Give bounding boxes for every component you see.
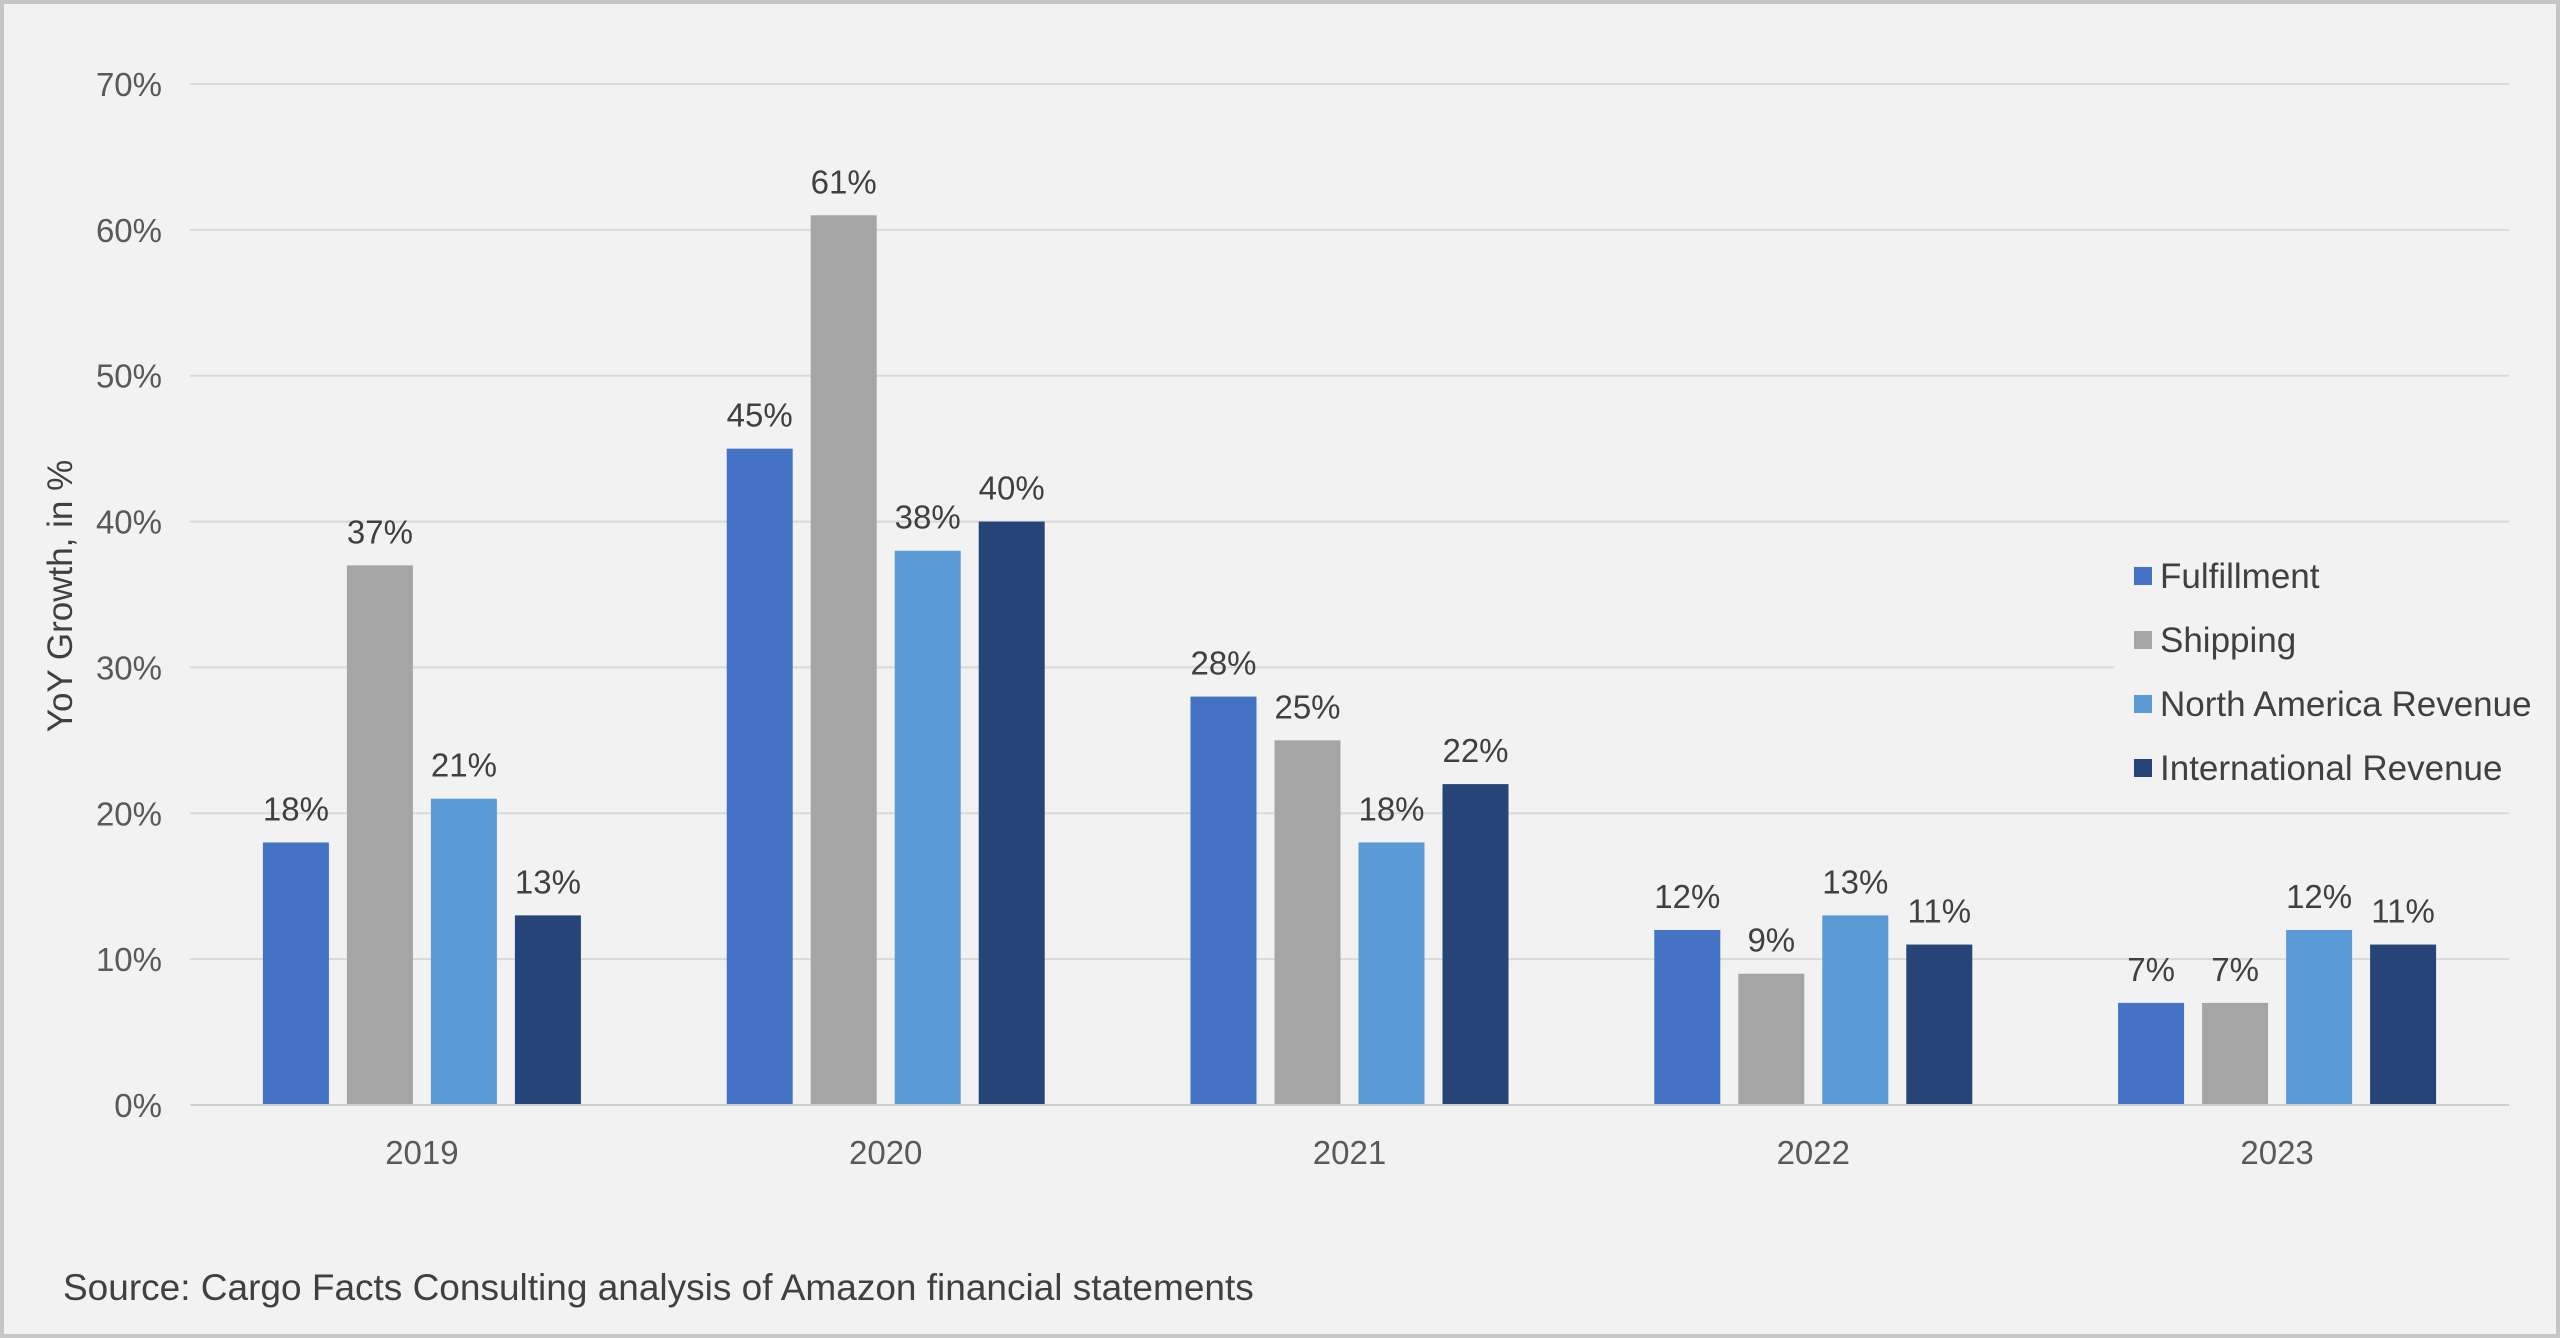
bar xyxy=(1906,944,1973,1105)
data-label: 28% xyxy=(1190,645,1256,682)
bar xyxy=(262,842,329,1105)
legend-swatch xyxy=(2134,695,2152,713)
y-tick-label: 60% xyxy=(96,212,162,249)
bar xyxy=(514,915,581,1105)
x-tick-label: 2023 xyxy=(2240,1134,2313,1171)
bar xyxy=(2370,944,2437,1105)
y-tick-label: 0% xyxy=(114,1087,162,1124)
data-label: 11% xyxy=(2371,893,2435,930)
data-label: 18% xyxy=(1358,790,1424,827)
legend-label: International Revenue xyxy=(2160,749,2502,788)
legend-label: North America Revenue xyxy=(2160,685,2532,724)
x-tick-label: 2019 xyxy=(385,1134,458,1171)
data-label: 21% xyxy=(431,747,497,784)
bar xyxy=(2286,929,2353,1105)
x-axis-ticks: 2019 2020 2021 2022 2023 xyxy=(385,1134,2314,1171)
bar xyxy=(1190,696,1257,1105)
legend: Fulfillment Shipping North America Revenue… xyxy=(2114,542,2532,800)
data-labels: 18% 37% 21% 13% 45% 61% 38% 40% 28% 25% 18% 22% 12% 9… xyxy=(263,163,2435,988)
bar xyxy=(1274,740,1341,1105)
data-label: 38% xyxy=(895,499,961,536)
data-label: 61% xyxy=(811,163,877,200)
data-label: 22% xyxy=(1442,732,1508,769)
y-axis-ticks: 0% 10% 20% 30% 40% 50% 60% 70% xyxy=(96,66,162,1124)
data-label: 11% xyxy=(1907,893,1971,930)
data-label: 18% xyxy=(263,790,329,827)
bars xyxy=(262,215,2437,1106)
bar xyxy=(1358,842,1425,1105)
data-label: 37% xyxy=(347,513,413,550)
data-label: 9% xyxy=(1747,922,1795,959)
bar xyxy=(346,565,413,1105)
bar xyxy=(2202,1002,2269,1105)
x-tick-label: 2022 xyxy=(1777,1134,1850,1171)
bar xyxy=(1442,784,1509,1105)
legend-swatch xyxy=(2134,567,2152,585)
data-label: 12% xyxy=(1654,878,1720,915)
legend-label: Shipping xyxy=(2160,621,2296,660)
y-tick-label: 40% xyxy=(96,504,162,541)
legend-swatch xyxy=(2134,631,2152,649)
bar xyxy=(1738,973,1805,1105)
x-tick-label: 2021 xyxy=(1313,1134,1386,1171)
bar-chart: 0% 10% 20% 30% 40% 50% 60% 70% YoY Growth, in %… xyxy=(41,66,2532,1171)
data-label: 12% xyxy=(2286,878,2352,915)
data-label: 13% xyxy=(1822,863,1888,900)
x-tick-label: 2020 xyxy=(849,1134,922,1171)
legend-label: Fulfillment xyxy=(2160,557,2320,596)
y-tick-label: 20% xyxy=(96,795,162,832)
bar xyxy=(894,550,961,1105)
bar xyxy=(1654,929,1721,1105)
data-label: 25% xyxy=(1274,688,1340,725)
legend-background xyxy=(2114,542,2514,800)
y-tick-label: 70% xyxy=(96,66,162,103)
bar xyxy=(430,798,497,1105)
data-label: 7% xyxy=(2211,951,2259,988)
y-tick-label: 50% xyxy=(96,358,162,395)
source-note: Source: Cargo Facts Consulting analysis … xyxy=(63,1267,1254,1308)
y-tick-label: 10% xyxy=(96,941,162,978)
gridlines xyxy=(190,83,2509,961)
data-label: 45% xyxy=(727,397,793,434)
bar xyxy=(2118,1002,2185,1105)
y-axis-title: YoY Growth, in % xyxy=(41,460,80,732)
bar xyxy=(810,215,877,1105)
bar xyxy=(978,521,1045,1105)
bar xyxy=(1822,915,1889,1105)
data-label: 40% xyxy=(979,470,1045,507)
y-tick-label: 30% xyxy=(96,649,162,686)
legend-swatch xyxy=(2134,759,2152,777)
data-label: 7% xyxy=(2127,951,2175,988)
data-label: 13% xyxy=(515,863,581,900)
bar xyxy=(726,448,793,1106)
